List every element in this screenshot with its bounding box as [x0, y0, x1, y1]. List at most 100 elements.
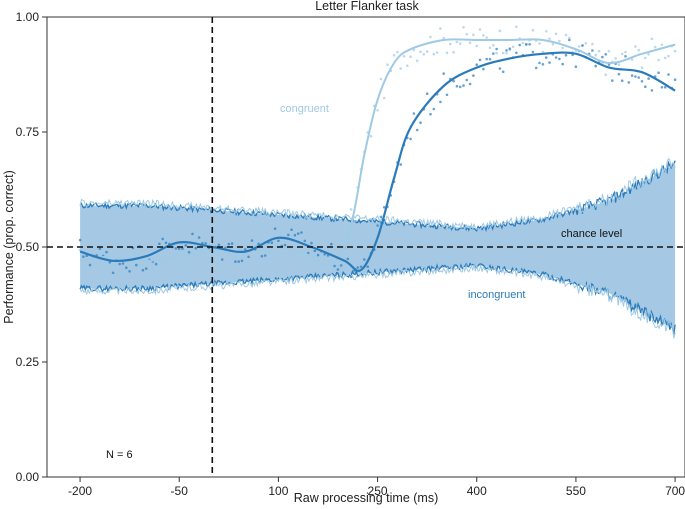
trial-point-incongruent	[561, 62, 564, 66]
trial-point-incongruent	[78, 238, 82, 242]
trial-point-incongruent	[121, 262, 125, 265]
trial-point-congruent	[141, 264, 145, 268]
trial-point-incongruent	[164, 241, 168, 245]
trial-point-incongruent	[581, 44, 584, 47]
trial-point-incongruent	[250, 239, 254, 242]
trial-point-incongruent	[558, 57, 561, 61]
trial-point-incongruent	[485, 57, 489, 61]
trial-point-incongruent	[591, 49, 594, 52]
trial-point-incongruent	[382, 206, 386, 209]
trial-point-incongruent	[287, 233, 290, 237]
trial-point-congruent	[399, 67, 403, 70]
trial-point-congruent	[425, 50, 429, 53]
trial-point-congruent	[250, 237, 254, 240]
trial-point-congruent	[131, 268, 135, 272]
trial-point-congruent	[548, 37, 551, 40]
trial-point-incongruent	[501, 70, 505, 74]
congruent-label: congruent	[280, 103, 329, 115]
trial-point-congruent	[475, 44, 479, 48]
x-axis-label: Raw processing time (ms)	[294, 491, 438, 505]
trial-point-incongruent	[82, 255, 85, 258]
trial-point-incongruent	[273, 227, 277, 230]
trial-point-congruent	[293, 245, 297, 248]
trial-point-congruent	[95, 267, 98, 270]
trial-point-incongruent	[204, 242, 207, 245]
trial-point-incongruent	[412, 112, 416, 115]
trial-point-congruent	[230, 255, 234, 258]
trial-point-congruent	[237, 241, 240, 244]
trial-point-incongruent	[478, 58, 482, 62]
trial-point-congruent	[607, 50, 611, 53]
trial-point-congruent	[191, 239, 194, 242]
trial-point-incongruent	[409, 137, 412, 141]
trial-point-congruent	[330, 259, 333, 263]
trial-point-incongruent	[303, 239, 307, 243]
trial-point-congruent	[412, 48, 416, 52]
trial-point-congruent	[194, 256, 198, 260]
trial-point-congruent	[148, 248, 151, 252]
trial-point-incongruent	[564, 53, 568, 57]
trial-point-congruent	[339, 242, 343, 246]
trial-point-incongruent	[660, 86, 664, 89]
trial-point-incongruent	[313, 249, 317, 253]
trial-point-congruent	[369, 134, 373, 138]
trial-point-congruent	[382, 96, 386, 100]
chance-band-upper-edge-congruent	[79, 158, 676, 231]
trial-point-congruent	[144, 272, 148, 276]
trial-point-incongruent	[339, 264, 343, 267]
trial-point-congruent	[505, 52, 508, 55]
trial-point-incongruent	[663, 86, 667, 89]
trial-point-congruent	[660, 43, 664, 47]
trial-point-congruent	[630, 58, 634, 61]
trial-point-incongruent	[177, 247, 181, 251]
trial-point-congruent	[435, 51, 439, 54]
trial-point-congruent	[280, 251, 284, 255]
trial-point-incongruent	[544, 56, 548, 59]
trial-point-congruent	[128, 263, 131, 266]
trial-point-congruent	[396, 50, 399, 54]
trial-point-congruent	[184, 256, 188, 260]
trial-point-congruent	[111, 265, 115, 269]
trial-point-incongruent	[568, 38, 571, 42]
trial-point-incongruent	[194, 246, 198, 250]
plot-area: congruent incongruent chance level N = 6	[46, 16, 685, 478]
trial-point-incongruent	[531, 50, 535, 54]
y-tick-label: 0.00	[16, 470, 40, 484]
trial-point-incongruent	[108, 261, 112, 264]
trial-point-congruent	[472, 33, 475, 37]
y-axis: 0.00 0.25 0.50 0.75 1.00	[16, 10, 47, 484]
trial-point-incongruent	[458, 85, 462, 89]
trial-point-congruent	[244, 253, 247, 256]
trial-point-incongruent	[541, 63, 545, 66]
trial-point-incongruent	[98, 247, 102, 250]
trial-point-incongruent	[197, 236, 201, 239]
trial-point-congruent	[449, 42, 452, 46]
trial-point-congruent	[614, 57, 617, 60]
trial-point-incongruent	[439, 100, 442, 104]
trial-point-incongruent	[174, 247, 178, 250]
trial-point-congruent	[422, 53, 426, 56]
trial-point-incongruent	[498, 67, 502, 70]
trial-point-congruent	[554, 32, 558, 36]
trial-point-congruent	[115, 243, 118, 246]
trial-point-incongruent	[624, 55, 627, 58]
trial-point-incongruent	[296, 232, 300, 235]
trial-point-incongruent	[88, 263, 92, 267]
trial-point-incongruent	[508, 47, 512, 50]
trial-point-incongruent	[495, 47, 498, 51]
trial-point-incongruent	[399, 163, 403, 166]
trial-point-incongruent	[611, 79, 614, 82]
trial-point-congruent	[217, 252, 221, 255]
trial-point-congruent	[637, 48, 640, 52]
trial-point-congruent	[663, 56, 667, 60]
trial-point-incongruent	[230, 242, 234, 245]
trial-point-incongruent	[657, 71, 660, 74]
trial-point-congruent	[177, 266, 181, 269]
trial-point-incongruent	[306, 251, 310, 255]
trial-point-congruent	[564, 33, 568, 37]
trial-point-congruent	[257, 235, 260, 238]
trial-point-congruent	[409, 55, 412, 58]
trial-point-incongruent	[574, 65, 578, 68]
trial-point-incongruent	[187, 251, 191, 254]
